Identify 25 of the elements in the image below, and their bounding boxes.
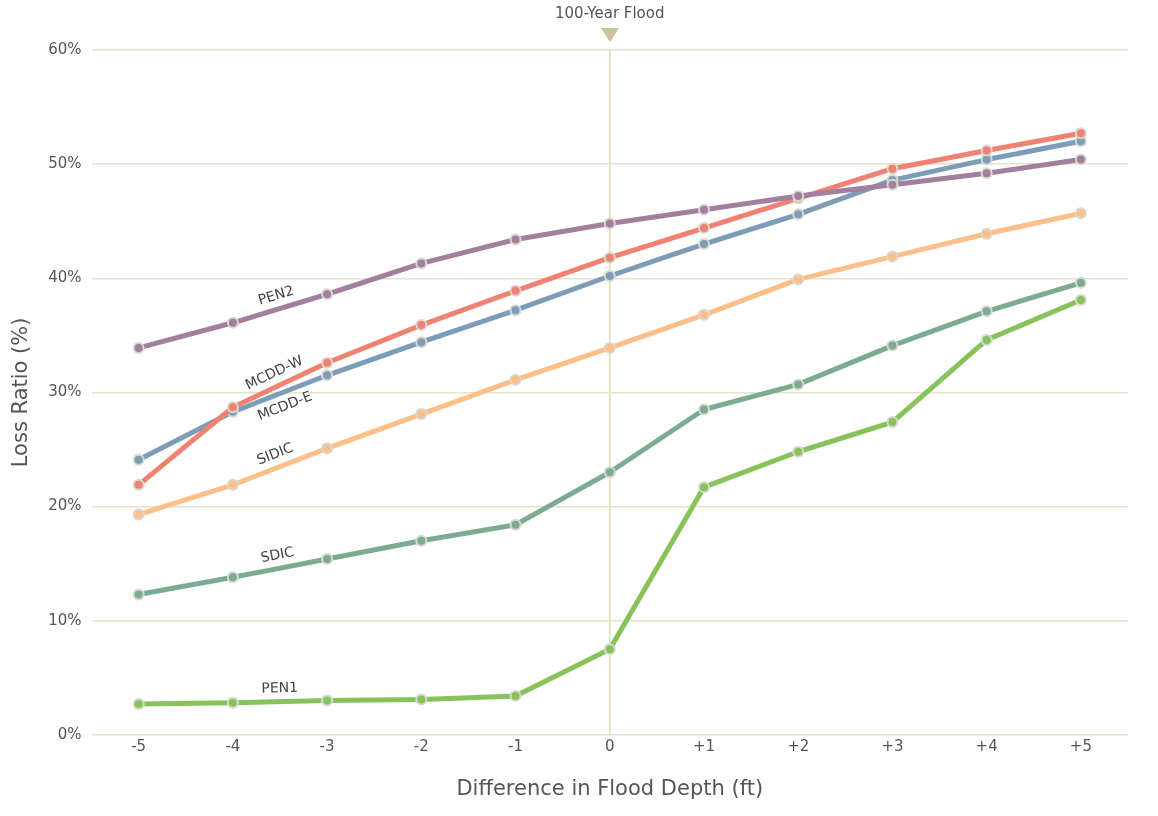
y-tick-label: 20% <box>48 496 82 515</box>
x-tick-label: +5 <box>1069 736 1092 755</box>
x-tick-label: -2 <box>413 736 429 755</box>
y-tick-label: 0% <box>57 724 82 743</box>
y-tick-label: 30% <box>48 382 82 401</box>
y-tick-label: 10% <box>48 610 82 629</box>
y-axis-title: Loss Ratio (%) <box>8 317 33 468</box>
x-tick-label: +1 <box>692 736 716 755</box>
x-tick-label: +4 <box>975 736 998 755</box>
x-tick-label: -3 <box>319 736 335 755</box>
x-tick-label: -1 <box>508 736 524 755</box>
y-tick-label: 60% <box>48 39 82 58</box>
text: SIDIC <box>254 438 296 468</box>
x-axis-title: Difference in Flood Depth (ft) <box>456 775 764 800</box>
x-tick-label: +2 <box>787 736 810 755</box>
x-tick-label: 0 <box>605 736 615 755</box>
text: SDIC <box>259 543 296 566</box>
y-tick-label: 50% <box>48 154 82 173</box>
x-tick-label: -4 <box>225 736 241 755</box>
x-tick-label: +3 <box>881 736 904 755</box>
x-tick-label: -5 <box>131 736 147 755</box>
series-label: PEN1 <box>261 678 299 696</box>
text: PEN2 <box>255 281 296 308</box>
y-tick-label: 40% <box>48 268 82 287</box>
ref-line-label: 100-Year Flood <box>555 4 665 23</box>
